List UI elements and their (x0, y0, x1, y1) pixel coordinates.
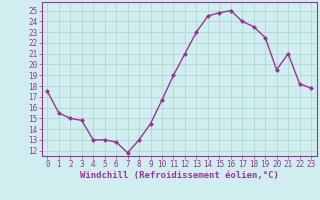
X-axis label: Windchill (Refroidissement éolien,°C): Windchill (Refroidissement éolien,°C) (80, 171, 279, 180)
